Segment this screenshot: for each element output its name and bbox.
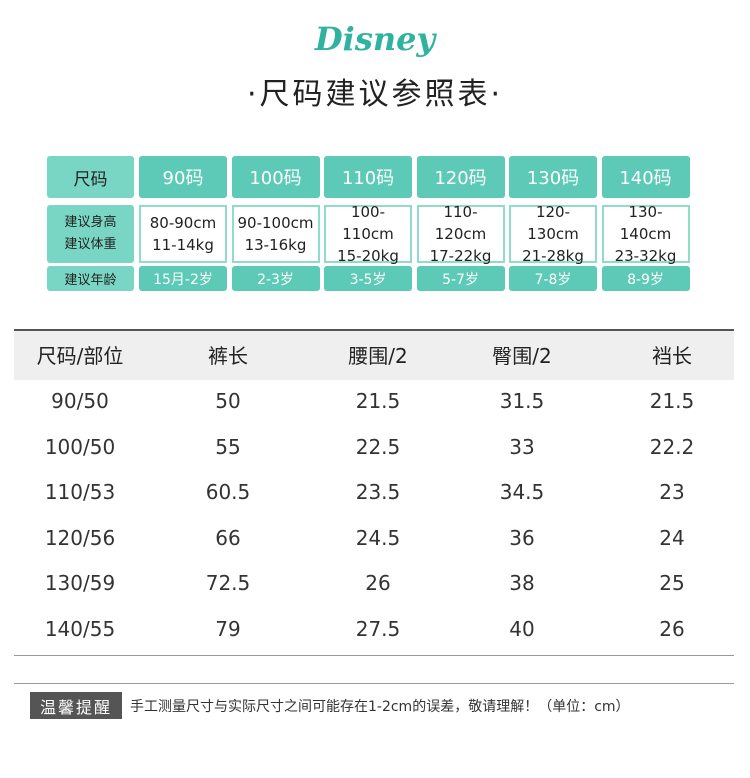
size-height: 100-110cm [342, 203, 394, 243]
size-age: 15月-2岁 [139, 266, 227, 291]
size-height: 80-90cm [149, 214, 217, 232]
row-label: 建议年龄 [47, 266, 134, 291]
size-weight: 15-20kg [337, 247, 399, 265]
cell: 27.5 [355, 616, 401, 641]
cell: 40 [509, 616, 535, 641]
cell: 55 [215, 434, 241, 459]
row-label: 建议身高 建议体重 [47, 205, 134, 263]
size-metrics: 120-130cm 21-28kg [509, 203, 597, 265]
cell: 34.5 [499, 480, 545, 504]
cell: 90/50 [51, 389, 109, 413]
cell: 23 [659, 480, 685, 504]
cell: 120/56 [44, 525, 116, 550]
column-header: 腰围/2 [348, 344, 408, 368]
size-age: 3-5岁 [324, 266, 412, 291]
size-header: 120码 [416, 156, 505, 198]
cell: 24.5 [355, 525, 401, 550]
size-height: 120-130cm [527, 203, 579, 243]
cell: 21.5 [355, 389, 401, 413]
cell: 31.5 [499, 389, 545, 413]
rule [14, 655, 734, 656]
size-metrics: 100-110cm 15-20kg [324, 203, 412, 265]
size-header: 130码 [509, 156, 597, 198]
size-age: 8-9岁 [601, 266, 690, 291]
size-weight: 13-16kg [244, 236, 307, 254]
cell: 26 [659, 616, 685, 641]
size-header: 100码 [231, 156, 320, 198]
size-metrics: 130-140cm 23-32kg [601, 203, 690, 265]
rule [14, 683, 734, 684]
cell: 79 [215, 616, 241, 641]
size-height: 90-100cm [237, 214, 314, 232]
size-header: 110码 [324, 156, 412, 198]
column-header: 尺码/部位 [36, 344, 124, 368]
size-age: 7-8岁 [509, 266, 597, 291]
row-label: 建议身高 [64, 215, 117, 230]
cell: 130/59 [44, 571, 116, 595]
logo: Disney [314, 20, 436, 58]
header-bg [14, 329, 734, 380]
cell: 22.5 [355, 434, 401, 459]
column-header: 裆长 [652, 344, 692, 368]
size-weight: 11-14kg [152, 236, 214, 254]
cell: 36 [509, 525, 535, 550]
cell: 72.5 [205, 571, 251, 595]
cell: 60.5 [205, 480, 251, 504]
cell: 22.2 [649, 434, 695, 459]
cell: 66 [215, 525, 241, 550]
size-header: 90码 [139, 156, 227, 198]
cell: 33 [509, 434, 535, 459]
notice-badge: 温馨提醒 [30, 692, 122, 719]
cell: 26 [365, 571, 391, 595]
size-height: 130-140cm [619, 203, 672, 243]
cell: 21.5 [649, 389, 695, 413]
size-metrics: 110-120cm 17-22kg [416, 203, 505, 265]
row-label: 尺码 [47, 156, 134, 198]
size-age: 2-3岁 [231, 266, 320, 291]
size-height: 110-120cm [434, 203, 487, 243]
size-weight: 17-22kg [429, 247, 492, 265]
size-weight: 21-28kg [522, 247, 584, 265]
size-metrics: 90-100cm 13-16kg [231, 205, 320, 263]
cell: 24 [659, 525, 685, 550]
cell: 110/53 [44, 480, 116, 504]
cell: 23.5 [355, 480, 401, 504]
row-label: 建议体重 [64, 237, 117, 252]
size-header: 140码 [601, 156, 690, 198]
size-metrics: 80-90cm 11-14kg [139, 205, 227, 263]
cell: 100/50 [44, 434, 116, 459]
title: ·尺码建议参照表· [246, 77, 504, 112]
column-header: 臀围/2 [492, 344, 552, 368]
cell: 140/55 [44, 616, 116, 641]
size-age: 5-7岁 [416, 266, 505, 291]
column-header: 裤长 [208, 344, 248, 368]
notice-text: 手工测量尺寸与实际尺寸之间可能存在1-2cm的误差，敬请理解！（单位：cm） [130, 698, 630, 715]
cell: 25 [659, 571, 685, 595]
cell: 50 [215, 389, 241, 413]
size-weight: 23-32kg [614, 247, 677, 265]
cell: 38 [509, 571, 535, 595]
